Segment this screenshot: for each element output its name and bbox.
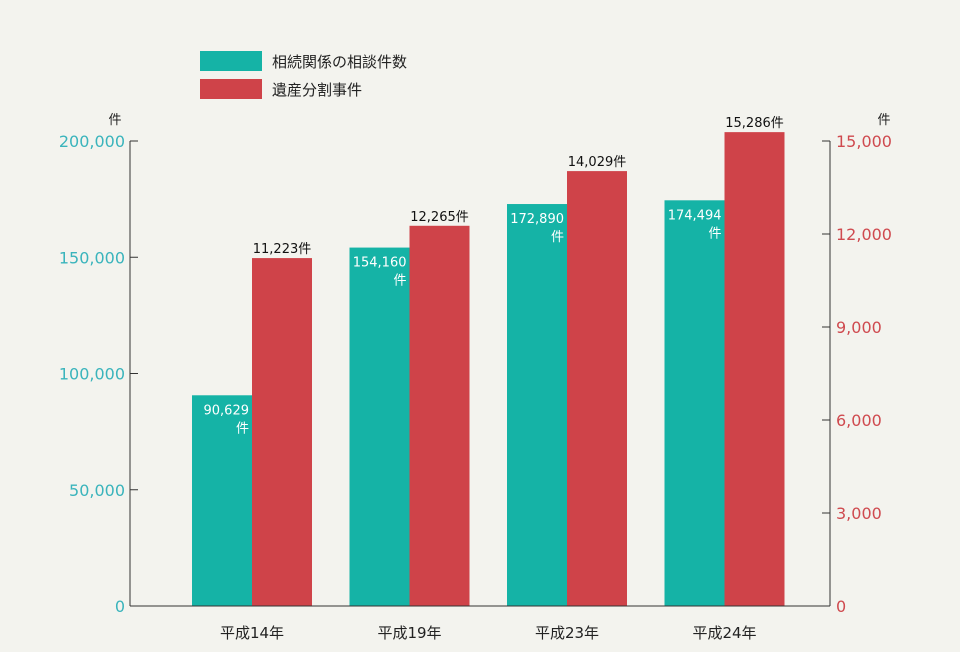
x-tick-label-1: 平成19年 <box>377 624 441 642</box>
x-tick-label-2: 平成23年 <box>535 624 599 642</box>
right-tick-label-0: 0 <box>836 597 846 616</box>
left-tick-label-1: 50,000 <box>69 481 125 500</box>
bar-consultations-2 <box>507 204 567 606</box>
data-label-inheritance-0: 11,223件 <box>253 242 312 257</box>
right-tick-label-5: 15,000 <box>836 132 892 151</box>
left-tick-label-3: 150,000 <box>59 248 125 267</box>
data-label-inheritance-1: 12,265件 <box>410 210 469 225</box>
left-axis-unit: 件 <box>108 113 121 128</box>
data-label-consultations-value-3: 174,494 <box>668 208 722 223</box>
data-label-consultations-value-0: 90,629 <box>204 403 250 418</box>
right-tick-label-3: 9,000 <box>836 318 882 337</box>
left-tick-label-0: 0 <box>115 597 125 616</box>
legend: 相続関係の相談件数 遺産分割事件 <box>200 51 407 99</box>
data-label-consultations-value-2: 172,890 <box>510 212 564 227</box>
x-tick-label-0: 平成14年 <box>220 624 284 642</box>
bars <box>192 132 785 606</box>
bar-inheritance-0 <box>252 258 312 606</box>
right-axis-unit: 件 <box>877 113 890 128</box>
data-label-consultations-unit-1: 件 <box>393 274 406 289</box>
axes: 0 50,000 100,000 150,000 200,000 0 3,000 6,000 9… <box>59 132 892 616</box>
left-tick-label-4: 200,000 <box>59 132 125 151</box>
legend-swatch-inheritance-cases <box>200 79 262 99</box>
bar-inheritance-1 <box>409 225 470 606</box>
bar-inheritance-3 <box>724 132 785 606</box>
left-tick-label-2: 100,000 <box>59 365 125 384</box>
data-label-consultations-unit-2: 件 <box>551 230 564 245</box>
bar-consultations-0 <box>192 395 252 606</box>
right-tick-label-1: 3,000 <box>836 504 882 523</box>
legend-label-inheritance-cases: 遺産分割事件 <box>272 81 362 99</box>
data-label-consultations-unit-0: 件 <box>236 421 249 436</box>
legend-swatch-consultations <box>200 51 262 71</box>
data-label-inheritance-2: 14,029件 <box>568 155 627 170</box>
bar-consultations-1 <box>349 247 410 606</box>
data-label-consultations-unit-3: 件 <box>708 226 721 241</box>
data-label-inheritance-3: 15,286件 <box>725 116 784 131</box>
data-label-consultations-value-1: 154,160 <box>353 256 407 271</box>
right-tick-label-4: 12,000 <box>836 225 892 244</box>
x-tick-label-3: 平成24年 <box>692 624 756 642</box>
legend-label-consultations: 相続関係の相談件数 <box>272 53 407 71</box>
right-tick-label-2: 6,000 <box>836 411 882 430</box>
bar-inheritance-2 <box>567 171 627 606</box>
bar-consultations-3 <box>664 200 725 606</box>
